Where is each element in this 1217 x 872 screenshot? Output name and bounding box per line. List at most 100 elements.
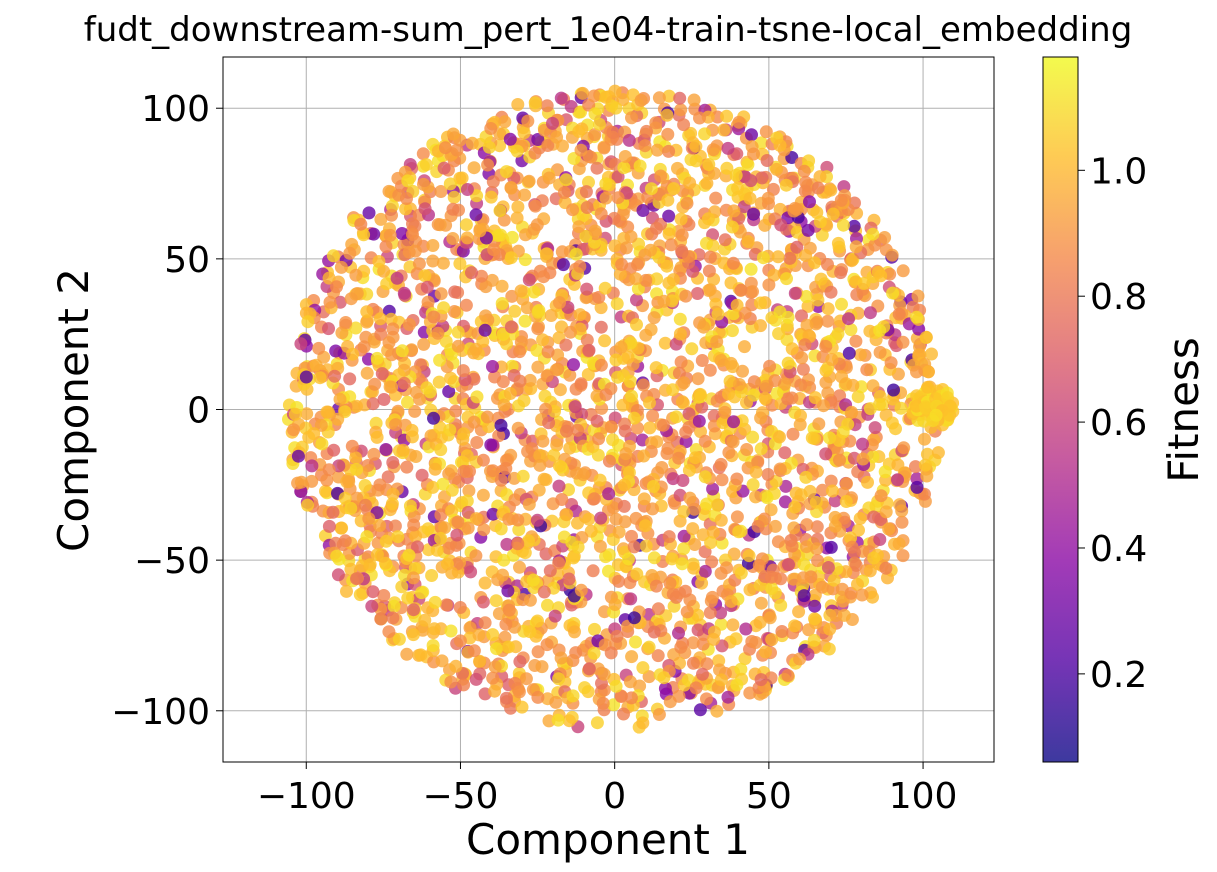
scatter-point xyxy=(706,143,720,157)
scatter-point xyxy=(597,141,611,155)
scatter-point xyxy=(810,315,824,329)
scatter-point xyxy=(645,227,659,241)
scatter-point xyxy=(698,127,712,141)
scatter-point xyxy=(533,458,547,472)
scatter-point xyxy=(693,387,707,401)
scatter-point xyxy=(334,260,348,274)
scatter-point xyxy=(913,340,926,354)
scatter-point xyxy=(550,438,564,452)
scatter-point xyxy=(373,519,387,532)
scatter-point xyxy=(788,500,802,514)
scatter-point xyxy=(498,115,512,129)
scatter-point xyxy=(811,181,825,195)
scatter-point xyxy=(564,325,577,339)
scatter-point xyxy=(678,584,692,598)
scatter-point xyxy=(322,463,336,477)
scatter-point xyxy=(646,502,659,516)
scatter-point xyxy=(513,374,527,388)
scatter-point xyxy=(623,675,637,689)
scatter-point xyxy=(499,691,513,705)
scatter-point xyxy=(541,598,554,612)
scatter-point xyxy=(677,505,691,519)
scatter-point xyxy=(705,555,719,569)
scatter-point xyxy=(646,480,660,493)
scatter-point xyxy=(847,219,861,233)
scatter-point xyxy=(662,89,676,103)
scatter-point xyxy=(588,622,601,636)
scatter-point xyxy=(568,400,582,414)
scatter-point xyxy=(725,324,739,338)
scatter-point xyxy=(758,512,772,526)
scatter-point xyxy=(315,437,329,451)
scatter-point xyxy=(910,365,923,379)
scatter-point xyxy=(815,228,829,242)
scatter-point xyxy=(768,519,782,533)
scatter-point xyxy=(473,654,487,668)
scatter-point xyxy=(399,202,413,216)
scatter-point xyxy=(849,558,863,572)
scatter-point xyxy=(643,421,657,435)
scatter-point xyxy=(703,363,717,377)
scatter-point xyxy=(554,91,568,105)
scatter-point xyxy=(656,418,670,432)
scatter-point xyxy=(795,309,808,323)
scatter-point xyxy=(706,525,720,539)
scatter-point xyxy=(419,158,433,172)
scatter-point xyxy=(360,305,374,319)
scatter-point xyxy=(426,480,440,494)
x-tick-label: −100 xyxy=(257,776,356,817)
scatter-point xyxy=(581,368,595,381)
scatter-point xyxy=(918,458,932,472)
scatter-point xyxy=(584,524,598,538)
scatter-point xyxy=(530,343,544,357)
scatter-point xyxy=(647,551,661,565)
scatter-point xyxy=(622,133,636,147)
scatter-point xyxy=(801,223,815,237)
scatter-point xyxy=(482,140,496,154)
scatter-point xyxy=(727,204,741,218)
scatter-point xyxy=(407,518,421,532)
scatter-point xyxy=(330,549,344,563)
scatter-point xyxy=(367,227,381,241)
scatter-point xyxy=(431,326,445,340)
scatter-point xyxy=(488,660,502,674)
scatter-point xyxy=(846,378,860,392)
scatter-point xyxy=(639,273,653,287)
scatter-point xyxy=(379,240,393,253)
scatter-point xyxy=(867,551,881,565)
scatter-point xyxy=(617,478,631,492)
scatter-point xyxy=(824,540,838,554)
scatter-point xyxy=(636,204,650,217)
scatter-point xyxy=(305,459,319,473)
scatter-point xyxy=(467,346,481,360)
scatter-point xyxy=(821,561,835,574)
scatter-point xyxy=(436,256,450,270)
scatter-point xyxy=(587,646,601,660)
scatter-point xyxy=(824,474,838,488)
scatter-point xyxy=(590,716,604,730)
scatter-point xyxy=(386,611,400,625)
scatter-point xyxy=(866,590,879,604)
scatter-point xyxy=(779,479,793,493)
scatter-point xyxy=(722,446,736,459)
scatter-point xyxy=(499,617,513,631)
scatter-point xyxy=(320,473,334,487)
scatter-point xyxy=(745,128,758,142)
scatter-point xyxy=(843,434,857,448)
scatter-point xyxy=(614,340,628,354)
scatter-point xyxy=(443,423,457,437)
scatter-point xyxy=(672,451,686,465)
scatter-point xyxy=(721,141,735,155)
scatter-point xyxy=(808,599,822,613)
scatter-point xyxy=(442,385,456,398)
scatter-point xyxy=(866,379,880,393)
scatter-point xyxy=(823,622,837,636)
scatter-point xyxy=(609,512,623,526)
scatter-point xyxy=(631,258,644,271)
scatter-point xyxy=(512,685,526,699)
scatter-point xyxy=(531,305,545,319)
scatter-point xyxy=(842,312,855,326)
scatter-point xyxy=(357,228,371,242)
scatter-point xyxy=(629,511,643,525)
scatter-point xyxy=(384,312,398,326)
